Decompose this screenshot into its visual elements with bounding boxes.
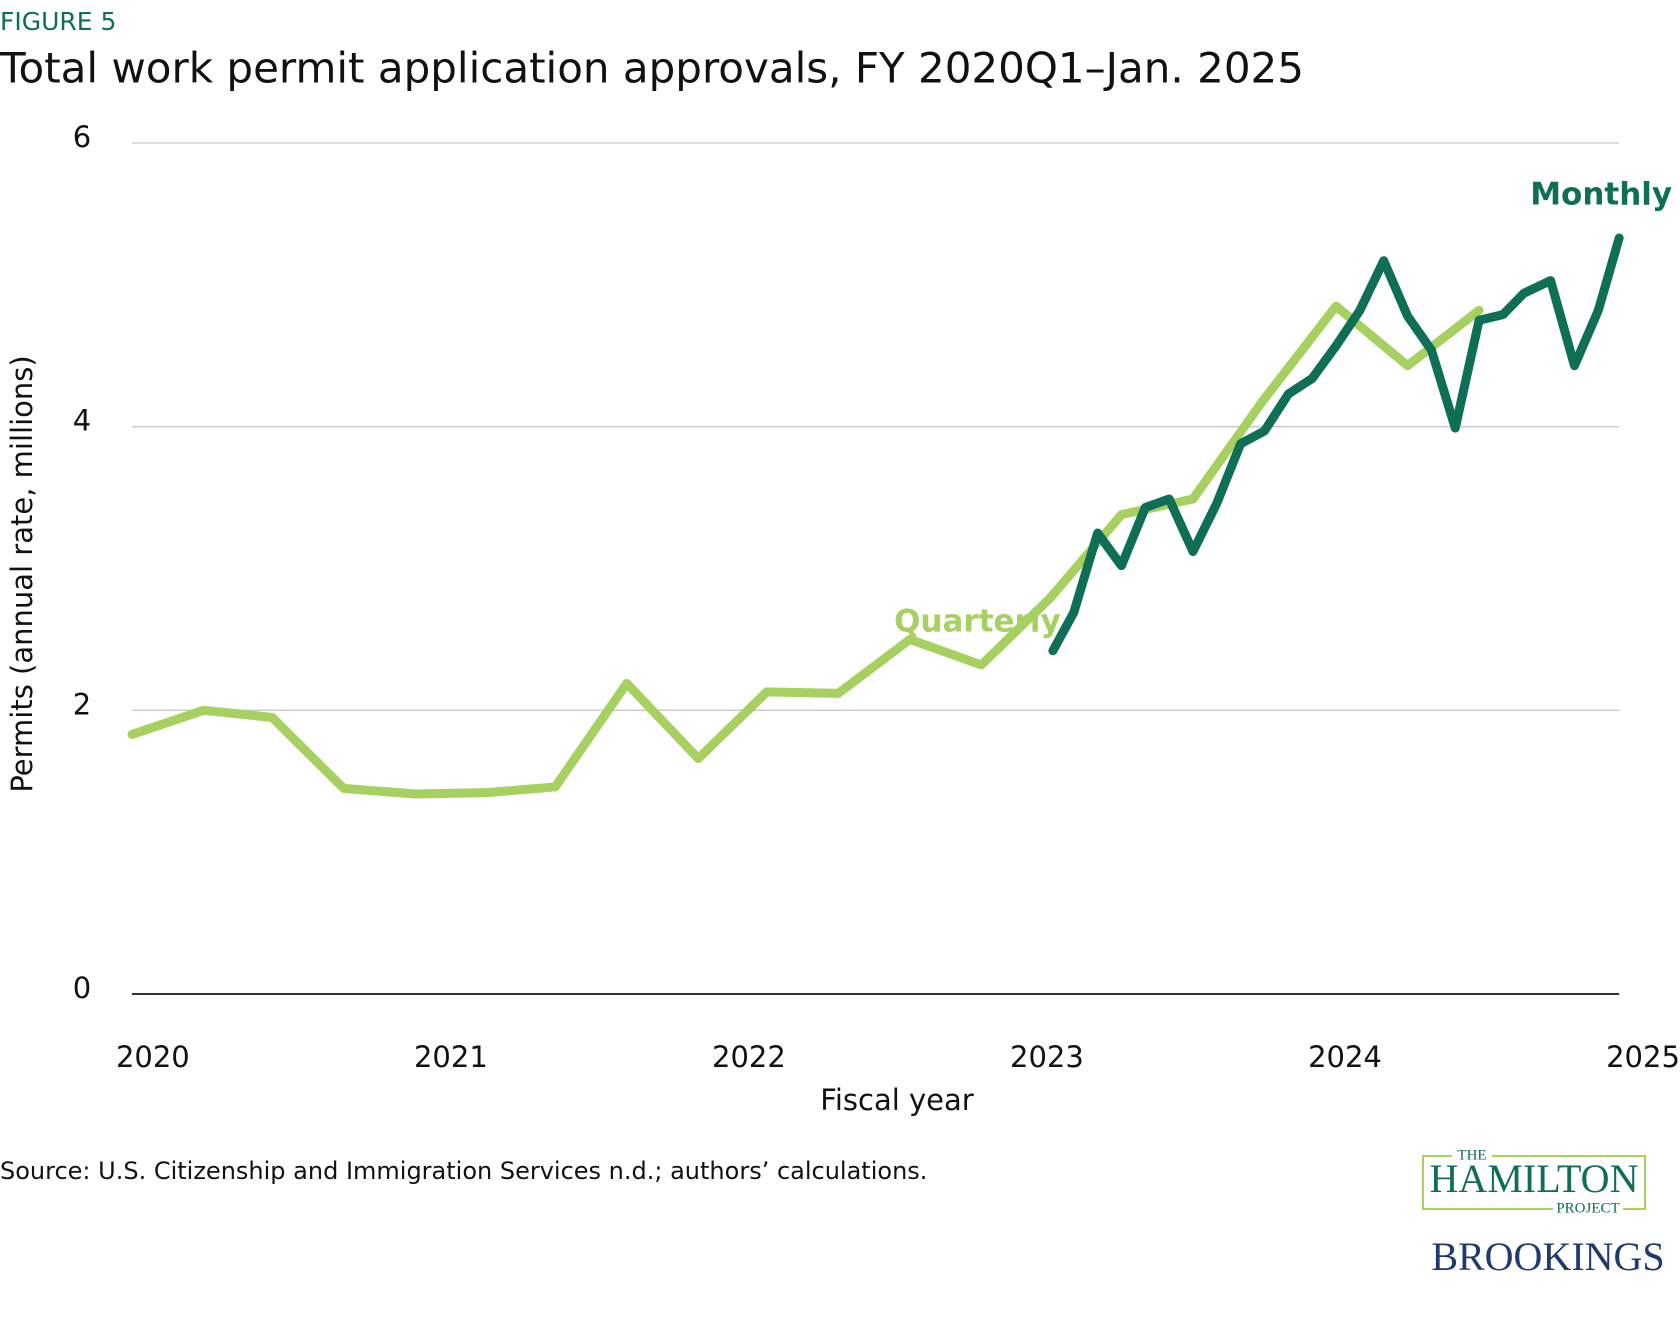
logo-frame: [1422, 1155, 1646, 1210]
chart-title: Total work permit application approvals,…: [0, 44, 1304, 93]
source-note: Source: U.S. Citizenship and Immigration…: [0, 1157, 927, 1185]
x-tick-label: 2020: [116, 1040, 190, 1074]
series-label: Quarterly: [894, 603, 1061, 639]
series-line: [127, 301, 1484, 799]
x-tick-label: 2021: [414, 1040, 488, 1074]
hamilton-logo: THE HAMILTON PROJECT BROOKINGS: [1422, 1146, 1665, 1279]
y-tick-label: 4: [73, 404, 91, 438]
x-tick-label: 2025: [1606, 1040, 1680, 1074]
logo-project: PROJECT: [1556, 1200, 1619, 1216]
logo-mask: [1452, 1146, 1492, 1164]
figure-label: FIGURE 5: [0, 7, 116, 36]
series-label: Monthly: [1530, 177, 1672, 213]
x-axis-label: Fiscal year: [820, 1083, 974, 1117]
y-tick-label: 6: [73, 120, 91, 154]
logo-brookings: BROOKINGS: [1431, 1234, 1664, 1279]
series-line: [1048, 233, 1624, 656]
logo-mask: [1553, 1200, 1623, 1218]
logo-hamilton: HAMILTON: [1430, 1156, 1639, 1201]
x-tick-label: 2024: [1308, 1040, 1382, 1074]
y-tick-label: 0: [73, 971, 91, 1005]
y-tick-label: 2: [73, 687, 91, 721]
x-tick-label: 2023: [1010, 1040, 1084, 1074]
x-tick-label: 2022: [712, 1040, 786, 1074]
y-axis-label: Permits (annual rate, millions): [5, 355, 39, 792]
logo-the: THE: [1457, 1147, 1486, 1163]
